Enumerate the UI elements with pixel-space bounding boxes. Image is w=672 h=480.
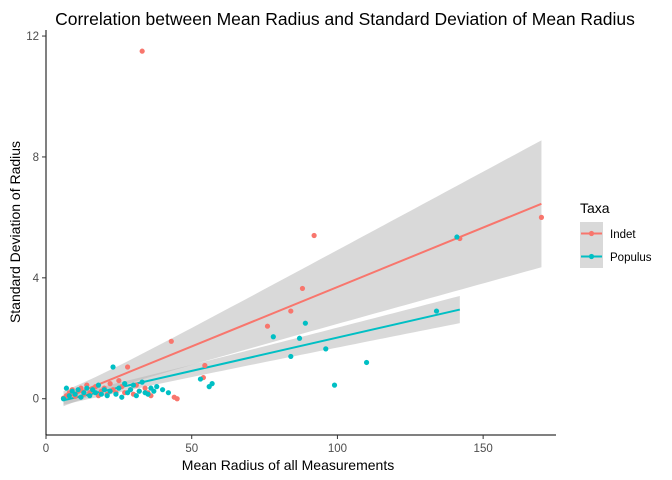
data-point-populus	[113, 391, 119, 397]
data-point-populus	[84, 385, 90, 391]
data-point-indet	[168, 338, 174, 344]
x-tick-label: 0	[43, 443, 49, 455]
data-point-indet	[264, 323, 271, 329]
data-point-populus	[139, 379, 145, 385]
fit-lines	[63, 202, 542, 402]
data-point-populus	[197, 376, 204, 382]
data-point-populus	[81, 390, 87, 396]
x-tick-label: 150	[474, 443, 493, 455]
data-point-populus	[270, 334, 276, 340]
data-point-indet	[288, 308, 294, 314]
data-point-populus	[302, 320, 308, 326]
data-point-populus	[288, 353, 294, 360]
data-point-populus	[95, 382, 102, 388]
legend-item-populus: Populus	[580, 245, 652, 268]
data-point-populus	[133, 393, 139, 399]
data-point-populus	[323, 346, 329, 352]
data-point-indet	[139, 48, 145, 54]
data-point-populus	[107, 388, 113, 394]
data-point-populus	[433, 308, 440, 314]
confidence-bands	[63, 140, 542, 407]
data-point-indet	[107, 381, 113, 387]
data-point-populus	[72, 391, 78, 397]
legend-item-indet: Indet	[580, 222, 636, 245]
data-points	[60, 48, 545, 402]
data-point-populus	[110, 364, 116, 370]
legend-title: Taxa	[580, 200, 610, 216]
data-point-indet	[202, 362, 208, 369]
data-point-populus	[127, 387, 134, 393]
data-point-populus	[363, 359, 370, 366]
data-point-populus	[63, 385, 69, 391]
legend: Taxa Indet Populus	[580, 200, 652, 268]
data-point-populus	[60, 396, 67, 402]
fit-line-populus	[63, 308, 461, 402]
data-point-populus	[98, 391, 104, 397]
data-point-populus	[145, 391, 151, 397]
legend-key-point	[588, 230, 595, 237]
data-point-indet	[116, 377, 122, 384]
data-point-populus	[296, 335, 303, 341]
y-tick-label: 4	[33, 273, 40, 285]
data-point-populus	[101, 387, 107, 393]
y-tick-label: 12	[26, 31, 39, 43]
y-ticks: 0 4 8 12	[26, 31, 46, 406]
fit-line-indet	[63, 202, 542, 400]
chart-title: Correlation between Mean Radius and Stan…	[55, 9, 635, 29]
data-point-indet	[125, 364, 131, 370]
data-point-populus	[151, 388, 157, 394]
data-point-populus	[122, 381, 128, 387]
y-tick-label: 0	[33, 394, 39, 406]
legend-items: Indet Populus	[580, 222, 652, 268]
y-tick-label: 8	[33, 152, 39, 164]
data-point-populus	[154, 384, 160, 390]
data-point-indet	[142, 385, 148, 391]
data-point-populus	[92, 390, 99, 396]
x-tick-label: 100	[328, 443, 347, 455]
data-point-indet	[299, 285, 306, 292]
data-point-populus	[78, 394, 84, 400]
data-point-populus	[331, 382, 338, 388]
x-tick-label: 50	[185, 443, 198, 455]
x-axis-title: Mean Radius of all Measurements	[182, 457, 394, 473]
legend-label: Indet	[610, 229, 636, 241]
data-point-populus	[454, 234, 460, 240]
data-point-populus	[116, 385, 122, 391]
legend-label: Populus	[610, 252, 652, 264]
data-point-populus	[66, 393, 72, 399]
y-axis-title: Standard Deviation of Radius	[7, 141, 23, 323]
x-ticks: 0 50 100 150	[43, 435, 493, 455]
data-point-populus	[159, 387, 166, 393]
data-point-indet	[311, 232, 317, 239]
data-point-populus	[75, 387, 81, 393]
data-point-indet	[538, 214, 545, 220]
data-point-populus	[119, 394, 125, 400]
data-point-populus	[130, 382, 137, 388]
data-point-populus	[136, 388, 142, 394]
data-point-populus	[209, 381, 215, 387]
data-point-populus	[165, 390, 171, 396]
data-point-populus	[87, 393, 93, 399]
data-point-indet	[174, 396, 180, 402]
confidence-band-indet	[63, 140, 542, 407]
plot-area: 0 50 100 150 0 4 8 12	[26, 30, 556, 455]
data-point-populus	[104, 393, 110, 399]
legend-key-point	[588, 253, 595, 260]
